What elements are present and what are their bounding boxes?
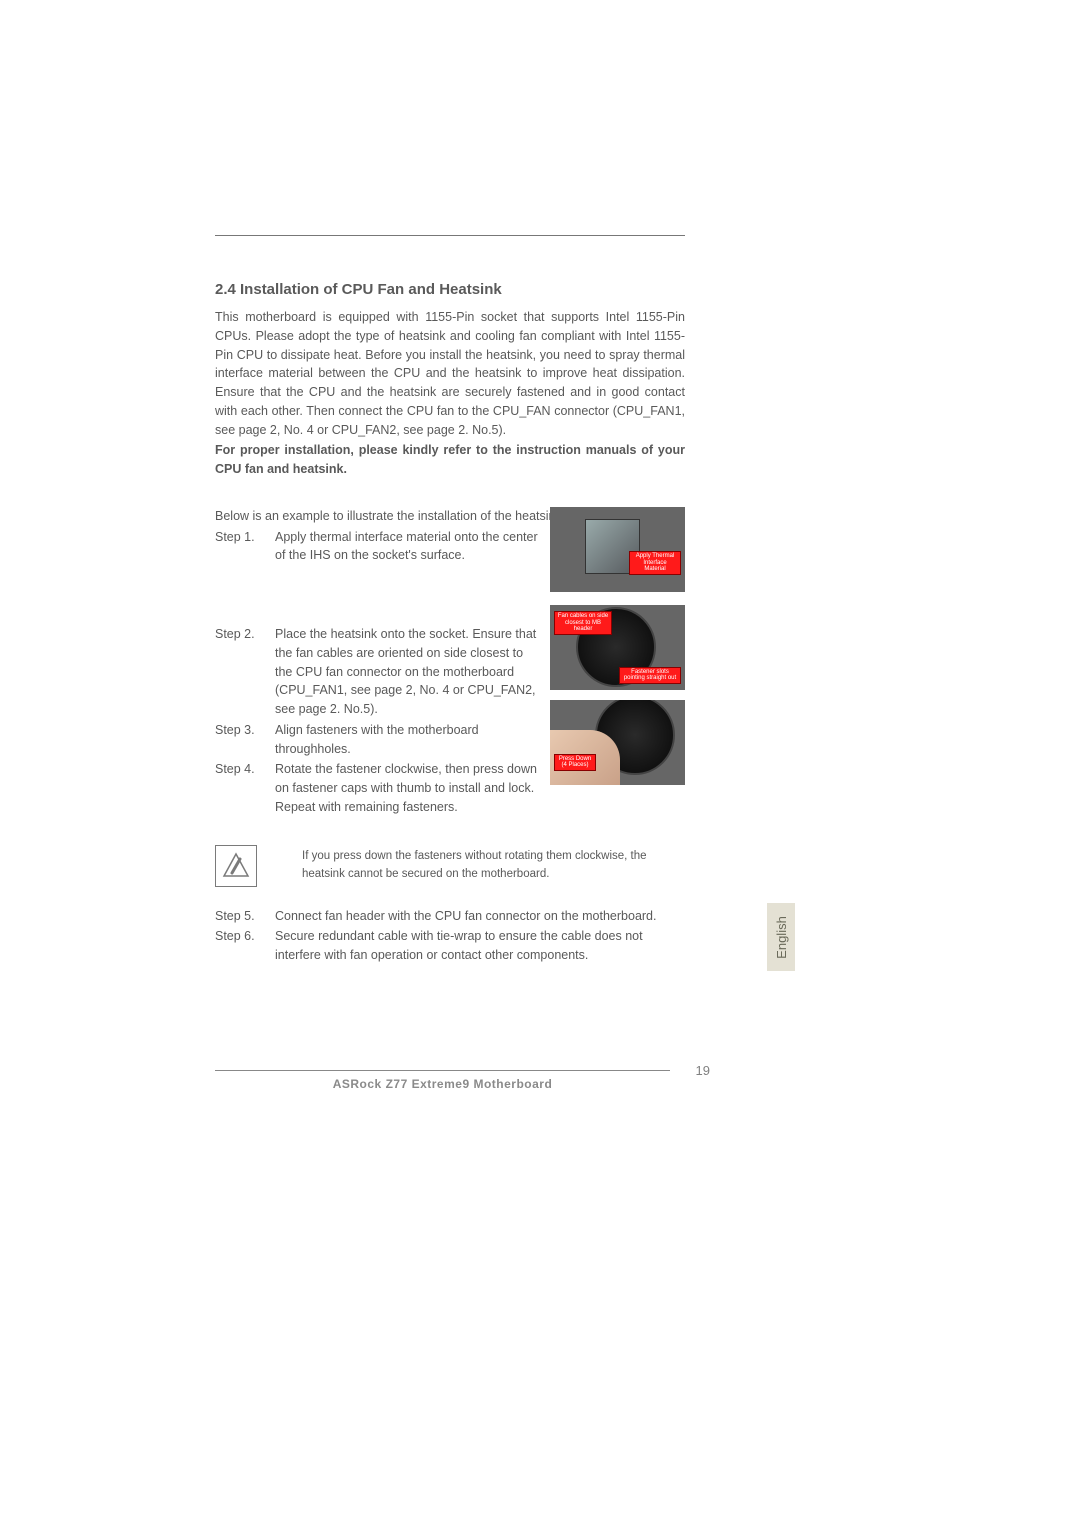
figure-step4: Press Down (4 Places) — [550, 700, 685, 785]
step-label: Step 4. — [215, 760, 275, 816]
figure-step1: Apply Thermal Interface Material — [550, 507, 685, 592]
section-title: 2.4 Installation of CPU Fan and Heatsink — [215, 281, 685, 298]
figure-label: Apply Thermal Interface Material — [629, 551, 681, 575]
caution-box: If you press down the fasteners without … — [215, 845, 685, 887]
figure-label: Press Down (4 Places) — [554, 754, 596, 771]
footer-title: ASRock Z77 Extreme9 Motherboard — [215, 1077, 670, 1091]
step-text: Apply thermal interface material onto th… — [275, 528, 540, 566]
step-text: Place the heatsink onto the socket. Ensu… — [275, 625, 540, 719]
step-text: Align fasteners with the motherboard thr… — [275, 721, 540, 759]
step-label: Step 5. — [215, 907, 275, 926]
language-label: English — [774, 916, 789, 959]
page-footer: 19 ASRock Z77 Extreme9 Motherboard — [215, 1070, 710, 1091]
intro-paragraph: This motherboard is equipped with 1155-P… — [215, 308, 685, 439]
step-label: Step 3. — [215, 721, 275, 759]
step-6: Step 6. Secure redundant cable with tie-… — [215, 927, 685, 965]
step-text: Secure redundant cable with tie-wrap to … — [275, 927, 685, 965]
figure-label: Fastener slots pointing straight out — [619, 667, 681, 684]
caution-text: If you press down the fasteners without … — [302, 848, 685, 883]
language-tab: English — [767, 903, 795, 971]
step-5: Step 5. Connect fan header with the CPU … — [215, 907, 685, 926]
header-rule — [215, 235, 685, 236]
figure-step2: Fan cables on side closest to MB header … — [550, 605, 685, 690]
step-text: Connect fan header with the CPU fan conn… — [275, 907, 685, 926]
step-label: Step 2. — [215, 625, 275, 719]
figure-label: Fan cables on side closest to MB header — [554, 611, 612, 635]
page-number: 19 — [690, 1063, 710, 1078]
bold-note: For proper installation, please kindly r… — [215, 441, 685, 479]
caution-icon — [215, 845, 257, 887]
step-text: Rotate the fastener clockwise, then pres… — [275, 760, 540, 816]
step-label: Step 6. — [215, 927, 275, 965]
step-label: Step 1. — [215, 528, 275, 566]
